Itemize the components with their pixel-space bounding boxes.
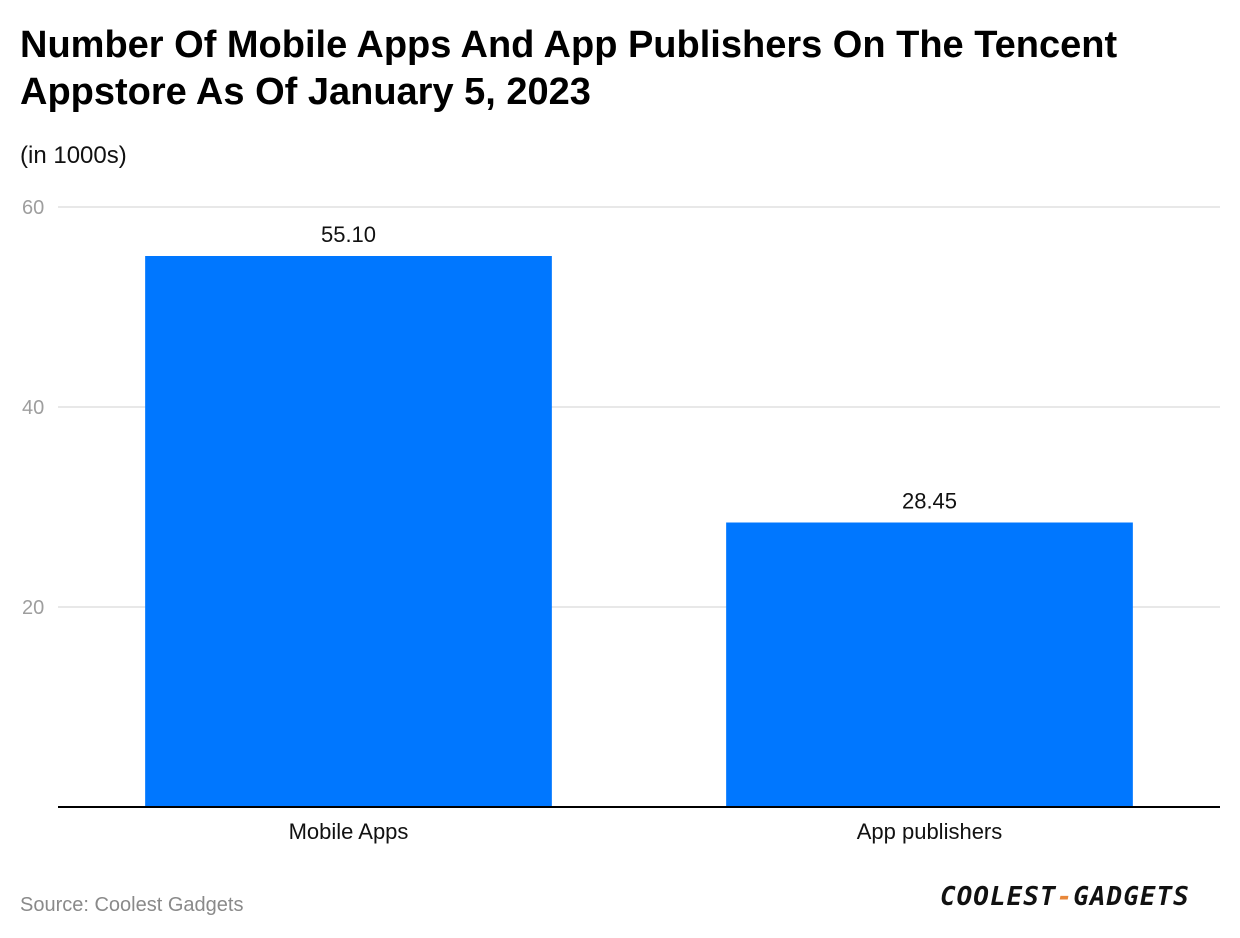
x-tick-label: App publishers	[857, 819, 1003, 844]
bar	[145, 256, 552, 807]
data-label: 28.45	[902, 489, 957, 514]
y-tick-label: 40	[22, 397, 44, 419]
bar-chart: 20 40 60 55.10 Mobile Apps 28.45 App publisher…	[22, 197, 1220, 844]
y-tick-label: 60	[22, 197, 44, 219]
bar	[726, 522, 1133, 807]
logo-dash: -	[1056, 882, 1074, 912]
chart-subtitle: (in 1000s)	[20, 142, 127, 169]
logo-text-right: GADGETS	[1073, 882, 1190, 912]
chart-title: Number Of Mobile Apps And App Publishers…	[20, 24, 1118, 113]
logo-text-left: COOLEST	[940, 882, 1057, 912]
y-tick-label: 20	[22, 597, 44, 619]
x-tick-label: Mobile Apps	[289, 819, 409, 844]
data-label: 55.10	[321, 222, 376, 247]
brand-logo: COOLEST-GADGETS	[940, 882, 1190, 912]
source-note: Source: Coolest Gadgets	[20, 894, 244, 916]
